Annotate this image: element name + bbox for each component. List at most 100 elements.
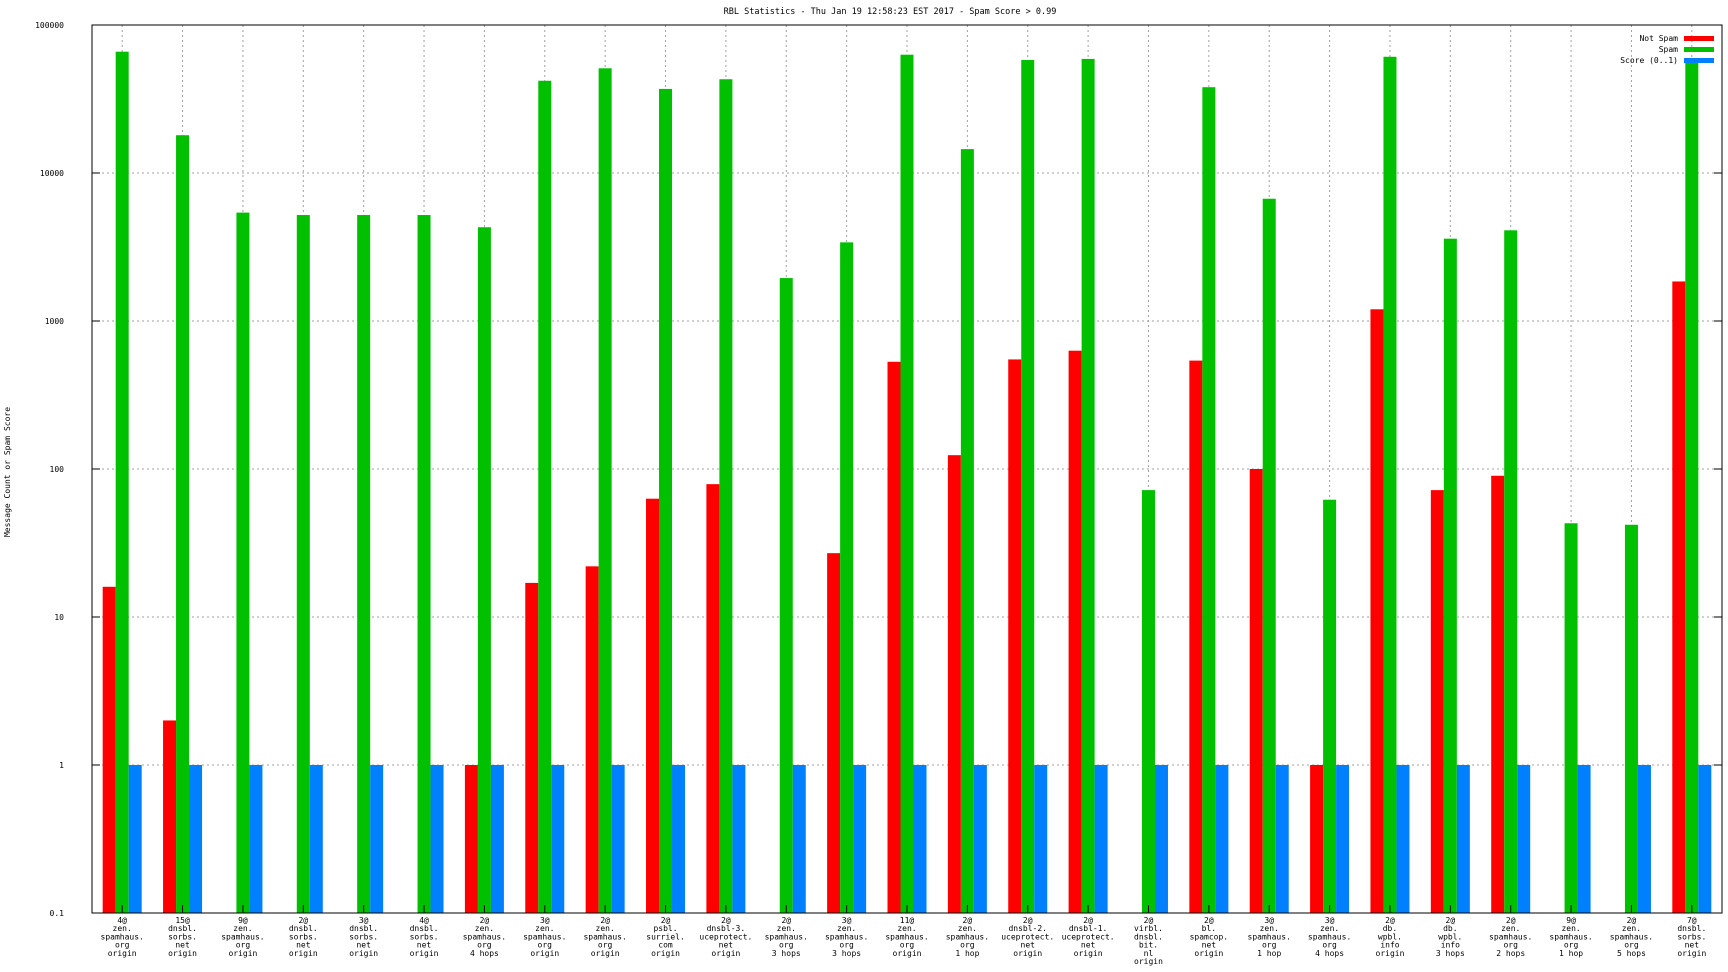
bar-spam	[1262, 198, 1276, 913]
x-tick-label: wpbl.	[1378, 932, 1402, 941]
y-tick-label: 100000	[35, 21, 64, 30]
bar-score-0-1	[792, 765, 806, 913]
bar-score-0-1	[1698, 765, 1712, 913]
x-tick-label: 2@	[1023, 916, 1033, 925]
x-tick-label: org	[779, 941, 794, 950]
bar-spam	[417, 215, 431, 914]
x-tick-label: bit.	[1139, 941, 1158, 950]
x-tick-label: 3 hops	[1436, 949, 1465, 958]
bar-spam	[719, 79, 733, 914]
x-tick-label: uceprotect.	[699, 932, 752, 941]
x-tick-label: org	[1624, 941, 1639, 950]
x-tick-label: origin	[349, 949, 378, 958]
x-tick-label: 5 hops	[1617, 949, 1646, 958]
x-tick-label: origin	[1194, 949, 1223, 958]
x-tick-label: 3@	[842, 916, 852, 925]
x-tick-label: 4@	[117, 916, 127, 925]
x-tick-label: zen.	[897, 924, 916, 933]
x-tick-label: dnsbl-3.	[707, 924, 746, 933]
x-tick-label: origin	[1074, 949, 1103, 958]
x-tick-label: 2@	[661, 916, 671, 925]
x-tick-label: org	[538, 941, 553, 950]
x-tick-label: spamhaus.	[583, 932, 626, 941]
x-tick-label: uceprotect.	[1062, 932, 1115, 941]
bar-not-spam	[1068, 350, 1082, 913]
x-tick-label: spamhaus.	[1549, 932, 1592, 941]
legend-label: Spam	[1659, 45, 1678, 54]
bar-not-spam	[102, 586, 116, 913]
legend-label: Score (0..1)	[1620, 56, 1678, 65]
bar-not-spam	[163, 720, 177, 913]
bar-not-spam	[947, 455, 961, 913]
bar-spam	[236, 212, 250, 914]
bar-score-0-1	[853, 765, 867, 913]
y-tick-label: 100	[50, 465, 65, 474]
bar-score-0-1	[1094, 765, 1108, 913]
x-tick-label: sorbs.	[349, 932, 378, 941]
x-tick-label: net	[417, 941, 432, 950]
x-tick-label: 2@	[1627, 916, 1637, 925]
x-tick-label: zen.	[535, 924, 554, 933]
x-tick-label: db.	[1443, 924, 1457, 933]
bar-spam	[1685, 61, 1699, 914]
plot-border	[91, 24, 1723, 914]
bar-spam	[296, 215, 310, 914]
x-tick-label: info	[1380, 941, 1399, 950]
x-tick-label: zen.	[1320, 924, 1339, 933]
x-tick-label: 1 hop	[1559, 949, 1583, 958]
bar-spam	[1323, 499, 1337, 913]
chart-title: RBL Statistics - Thu Jan 19 12:58:23 EST…	[724, 7, 1057, 17]
bar-not-spam	[1249, 469, 1263, 913]
bar-not-spam	[1672, 281, 1686, 913]
x-tick-label: dnsbl.	[1134, 932, 1163, 941]
y-tick-label: 1000	[45, 317, 64, 326]
x-tick-label: 2@	[963, 916, 973, 925]
x-tick-label: dnsbl.	[168, 924, 197, 933]
bar-spam	[900, 54, 914, 914]
legend-swatch	[1684, 47, 1714, 52]
bar-spam	[840, 242, 854, 913]
x-tick-label: org	[960, 941, 975, 950]
x-tick-label: net	[1202, 941, 1217, 950]
bar-not-spam	[706, 484, 720, 913]
bar-not-spam	[827, 553, 841, 913]
bar-score-0-1	[1336, 765, 1350, 913]
bar-score-0-1	[1517, 765, 1531, 913]
bar-spam	[779, 278, 793, 913]
x-tick-label: zen.	[1501, 924, 1520, 933]
bar-score-0-1	[732, 765, 746, 913]
x-tick-label: net	[175, 941, 190, 950]
x-tick-label: spamhaus.	[1489, 932, 1532, 941]
x-tick-label: 11@	[900, 916, 915, 925]
x-tick-label: zen.	[958, 924, 977, 933]
bar-score-0-1	[189, 765, 203, 913]
bar-not-spam	[646, 498, 660, 913]
x-tick-label: org	[1564, 941, 1579, 950]
x-tick-label: 3@	[1264, 916, 1274, 925]
x-tick-label: origin	[591, 949, 620, 958]
x-tick-label: nl	[1144, 949, 1154, 958]
x-tick-label: org	[839, 941, 854, 950]
bar-score-0-1	[1154, 765, 1168, 913]
x-tick-label: 3@	[540, 916, 550, 925]
x-tick-label: db.	[1383, 924, 1397, 933]
x-tick-label: spamhaus.	[946, 932, 989, 941]
x-tick-label: 2@	[781, 916, 791, 925]
x-tick-label: org	[900, 941, 915, 950]
bar-score-0-1	[1034, 765, 1048, 913]
bar-spam	[357, 215, 371, 914]
x-tick-label: zen.	[777, 924, 796, 933]
x-tick-label: 3@	[359, 916, 369, 925]
x-tick-label: sorbs.	[410, 932, 439, 941]
x-tick-label: 4 hops	[470, 949, 499, 958]
x-tick-label: origin	[1376, 949, 1405, 958]
bar-not-spam	[1189, 360, 1203, 913]
bar-spam	[1504, 230, 1518, 913]
x-tick-label: origin	[410, 949, 439, 958]
x-tick-label: zen.	[837, 924, 856, 933]
bar-score-0-1	[611, 765, 625, 913]
x-tick-label: 2@	[1083, 916, 1093, 925]
bar-spam	[1141, 490, 1155, 913]
bar-not-spam	[525, 582, 539, 913]
